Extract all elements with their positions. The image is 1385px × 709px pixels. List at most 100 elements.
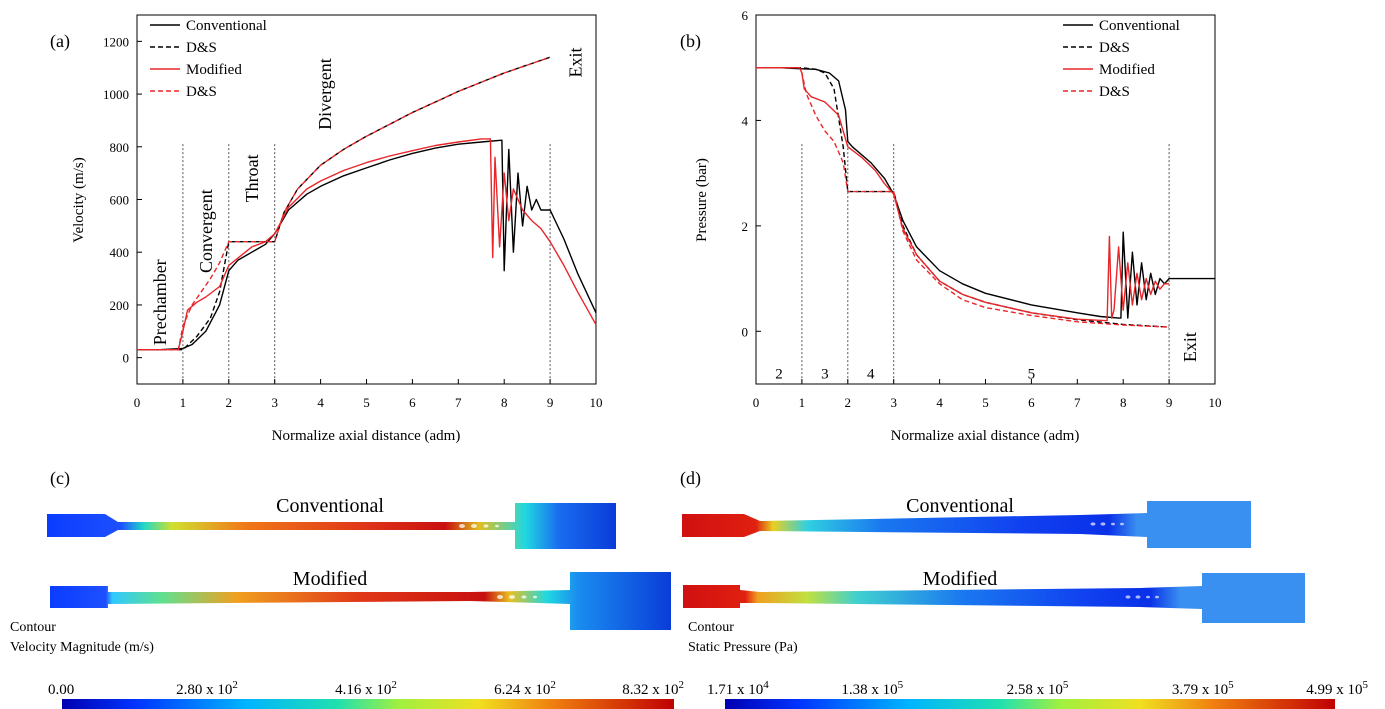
colorbar-tick-label: 1.38 x 105 bbox=[841, 679, 903, 698]
contour-title-conventional-c: Conventional bbox=[276, 495, 384, 517]
y-tick-label: 600 bbox=[110, 193, 130, 208]
x-tick-label: 5 bbox=[363, 395, 370, 410]
legend-entry: Conventional bbox=[1099, 18, 1180, 34]
colorbar-tick-label: 0.00 bbox=[48, 682, 74, 698]
pressure-colorbar-ticks: 1.71 x 104 1.38 x 105 2.58 x 105 3.79 x 105… bbox=[707, 679, 1369, 698]
colorbar-tick-label: 6.24 x 102 bbox=[494, 679, 556, 698]
x-tick-label: 7 bbox=[1074, 395, 1081, 410]
x-tick-label: 4 bbox=[936, 395, 943, 410]
series-line-1 bbox=[137, 139, 597, 351]
colorbar-tick-mantissa: 2.58 x 10 bbox=[1007, 682, 1063, 698]
x-tick-label: 6 bbox=[1028, 395, 1035, 410]
velocity-contour-conventional bbox=[47, 503, 616, 549]
region-label: Exit bbox=[565, 47, 585, 77]
series-line-1 bbox=[756, 66, 1215, 319]
velocity-contour-panel: (c) Conventional Modified Contour Veloci… bbox=[10, 468, 684, 709]
x-tick-label: 9 bbox=[547, 395, 554, 410]
region-label: 5 bbox=[1028, 366, 1036, 382]
region-label: Exit bbox=[1180, 332, 1200, 362]
colorbar-tick-label: 3.79 x 105 bbox=[1172, 679, 1234, 698]
x-tick-label: 4 bbox=[317, 395, 324, 410]
colorbar-tick-mantissa: 4.16 x 10 bbox=[335, 682, 391, 698]
x-tick-label: 1 bbox=[799, 395, 806, 410]
colorbar-tick-exponent: 4 bbox=[763, 679, 769, 691]
contour-title-modified-c: Modified bbox=[293, 568, 367, 590]
y-axis-label-a: Velocity (m/s) bbox=[71, 157, 87, 242]
y-axis-label-b: Pressure (bar) bbox=[694, 158, 710, 242]
contour-legend-quantity-c: Velocity Magnitude (m/s) bbox=[10, 640, 154, 655]
colorbar-tick-mantissa: 3.79 x 10 bbox=[1172, 682, 1228, 698]
region-label: 4 bbox=[867, 366, 875, 382]
x-tick-label: 3 bbox=[271, 395, 278, 410]
colorbar-tick-mantissa: 2.80 x 10 bbox=[176, 682, 232, 698]
x-tick-label: 8 bbox=[1120, 395, 1127, 410]
y-tick-label: 6 bbox=[742, 8, 749, 23]
pressure-contour-panel: (d) Conventional Modified Contour Static… bbox=[680, 468, 1369, 709]
pressure-waves-conventional bbox=[1090, 522, 1124, 526]
legend-entry: Modified bbox=[186, 62, 242, 78]
contour-legend-title-c: Contour bbox=[10, 620, 56, 635]
series-line-4 bbox=[756, 66, 1170, 328]
shock-diamonds-modified bbox=[497, 595, 537, 599]
x-tick-label: 2 bbox=[845, 395, 852, 410]
series-line-3 bbox=[137, 138, 597, 351]
legend-entry: D&S bbox=[1099, 40, 1130, 56]
legend-a: Conventional D&S Modified D&S bbox=[150, 18, 267, 100]
velocity-colorbar-ticks: 0.00 2.80 x 102 4.16 x 102 6.24 x 102 8.32 x… bbox=[48, 679, 684, 698]
y-tick-label: 2 bbox=[742, 219, 749, 234]
shock-diamonds-conventional bbox=[459, 524, 499, 528]
velocity-contour-modified bbox=[50, 572, 671, 630]
colorbar-tick-label: 2.80 x 102 bbox=[176, 679, 238, 698]
colorbar-tick-exponent: 2 bbox=[232, 679, 238, 691]
colorbar-tick-label: 4.99 x 105 bbox=[1306, 679, 1368, 698]
colorbar-tick-label: 1.71 x 104 bbox=[707, 679, 769, 698]
colorbar-tick-exponent: 2 bbox=[391, 679, 397, 691]
colorbar-tick-exponent: 2 bbox=[679, 679, 685, 691]
x-tick-label: 7 bbox=[455, 395, 462, 410]
y-tick-label: 800 bbox=[110, 140, 130, 155]
y-tick-label: 0 bbox=[742, 324, 749, 339]
contour-title-modified-d: Modified bbox=[923, 568, 997, 590]
x-tick-label: 3 bbox=[890, 395, 897, 410]
pressure-contour-modified bbox=[683, 573, 1305, 623]
legend-entry: D&S bbox=[186, 84, 217, 100]
x-tick-label: 9 bbox=[1166, 395, 1173, 410]
x-tick-label: 0 bbox=[134, 395, 141, 410]
pressure-contour-conventional bbox=[682, 501, 1251, 548]
series-line-2 bbox=[756, 66, 1170, 328]
panel-label-a: (a) bbox=[50, 31, 70, 52]
velocity-colorbar bbox=[62, 699, 674, 709]
colorbar-tick-mantissa: 0.00 bbox=[48, 682, 74, 698]
colorbar-tick-mantissa: 4.99 x 10 bbox=[1306, 682, 1362, 698]
y-tick-label: 0 bbox=[123, 351, 130, 366]
region-label: Prechamber bbox=[150, 259, 170, 345]
legend-entry: D&S bbox=[1099, 84, 1130, 100]
pressure-colorbar bbox=[725, 699, 1335, 709]
colorbar-tick-mantissa: 8.32 x 10 bbox=[622, 682, 678, 698]
x-axis-label-a: Normalize axial distance (adm) bbox=[272, 428, 461, 444]
pressure-waves-modified bbox=[1125, 595, 1159, 599]
x-tick-label: 1 bbox=[180, 395, 187, 410]
y-tick-label: 400 bbox=[110, 245, 130, 260]
colorbar-tick-label: 2.58 x 105 bbox=[1007, 679, 1069, 698]
contour-legend-title-d: Contour bbox=[688, 620, 734, 635]
x-tick-label: 10 bbox=[590, 395, 603, 410]
colorbar-tick-mantissa: 1.38 x 10 bbox=[841, 682, 897, 698]
x-axis-label-b: Normalize axial distance (adm) bbox=[891, 428, 1080, 444]
colorbar-tick-label: 4.16 x 102 bbox=[335, 679, 397, 698]
legend-entry: Modified bbox=[1099, 62, 1155, 78]
colorbar-tick-exponent: 5 bbox=[1228, 679, 1234, 691]
legend-entry: Conventional bbox=[186, 18, 267, 34]
x-tick-label: 2 bbox=[226, 395, 233, 410]
x-tick-label: 10 bbox=[1209, 395, 1222, 410]
colorbar-tick-mantissa: 1.71 x 10 bbox=[707, 682, 763, 698]
x-tick-label: 0 bbox=[753, 395, 760, 410]
colorbar-tick-exponent: 5 bbox=[898, 679, 904, 691]
contour-legend-quantity-d: Static Pressure (Pa) bbox=[688, 640, 798, 655]
colorbar-tick-exponent: 5 bbox=[1063, 679, 1069, 691]
region-label: Convergent bbox=[196, 189, 216, 273]
colorbar-tick-exponent: 2 bbox=[550, 679, 556, 691]
region-label: 2 bbox=[775, 366, 783, 382]
